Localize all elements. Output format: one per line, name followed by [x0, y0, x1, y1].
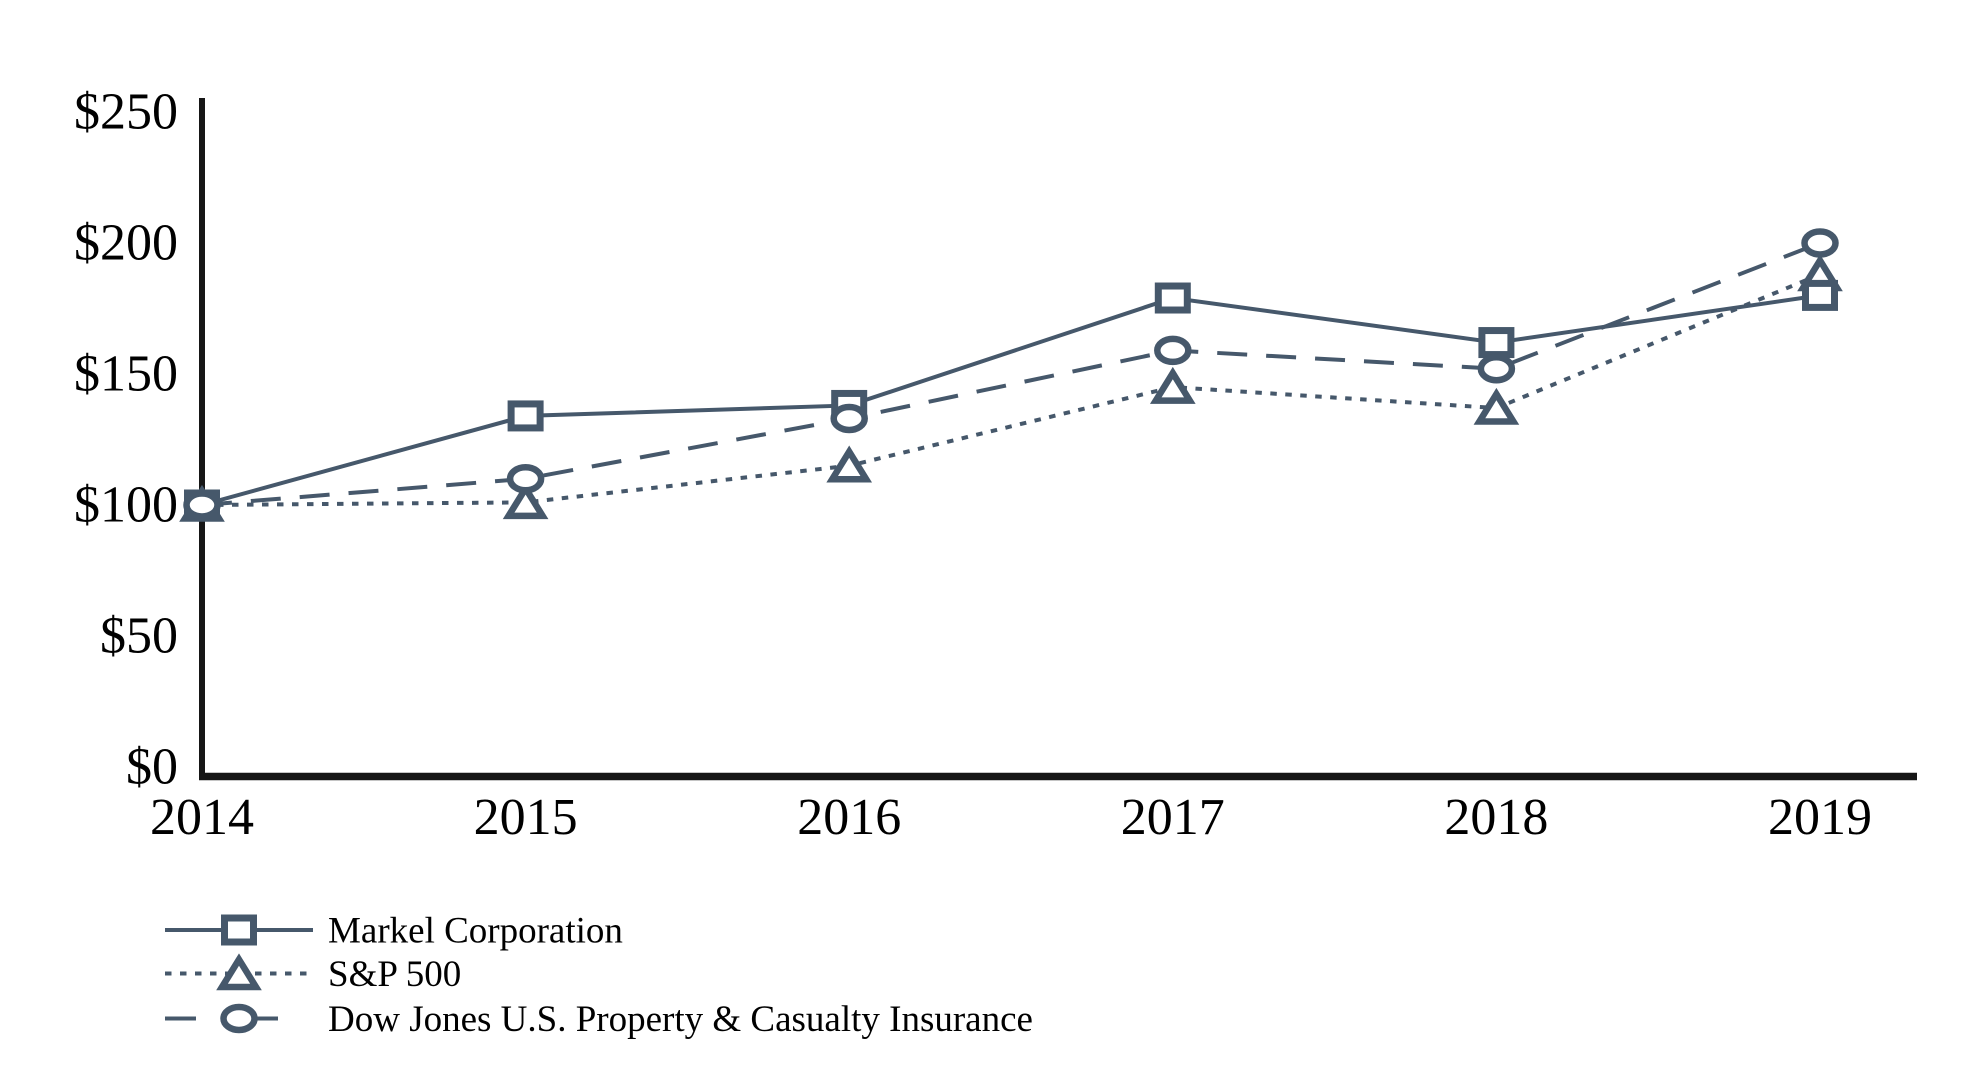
data-point-marker-circle [830, 403, 868, 434]
x-tick-label: 2016 [797, 789, 901, 846]
data-point-marker-triangle [1473, 387, 1520, 425]
x-tick-label: 2014 [150, 789, 254, 846]
data-point-marker-triangle [502, 482, 549, 520]
data-point-marker-circle [1154, 335, 1192, 366]
data-point-marker-triangle [826, 445, 873, 483]
legend-marker-circle [220, 1003, 258, 1034]
x-tick-label: 2015 [474, 789, 578, 846]
data-point-marker-circle [506, 464, 545, 494]
data-point-marker-circle [183, 490, 221, 520]
data-point-marker-triangle [1149, 366, 1196, 404]
legend-label: S&P 500 [328, 954, 461, 995]
legend-label: Markel Corporation [328, 911, 623, 952]
y-tick-label: $150 [74, 346, 178, 403]
legend-marker-triangle [216, 953, 262, 991]
data-point-marker-square [1154, 282, 1191, 314]
y-tick-label: $100 [74, 477, 178, 534]
y-tick-label: $250 [74, 84, 178, 141]
data-point-marker-circle [1801, 228, 1839, 258]
data-point-marker-square [1802, 279, 1838, 311]
legend-label: Dow Jones U.S. Property & Casualty Insur… [328, 999, 1033, 1040]
x-tick-label: 2017 [1121, 789, 1225, 846]
series-line-square [201, 293, 1821, 507]
y-tick-label: $0 [126, 739, 178, 796]
series-line-triangle [201, 272, 1821, 507]
data-point-marker-square [1478, 327, 1515, 359]
x-tick-label: 2018 [1444, 789, 1548, 846]
y-tick-label: $50 [100, 608, 178, 665]
y-tick-label: $200 [74, 215, 178, 272]
series-line-circle [201, 241, 1821, 507]
legend-marker-square [221, 914, 257, 946]
x-tick-label: 2019 [1768, 789, 1872, 846]
data-point-marker-square [507, 400, 544, 432]
data-point-marker-circle [1477, 354, 1516, 384]
